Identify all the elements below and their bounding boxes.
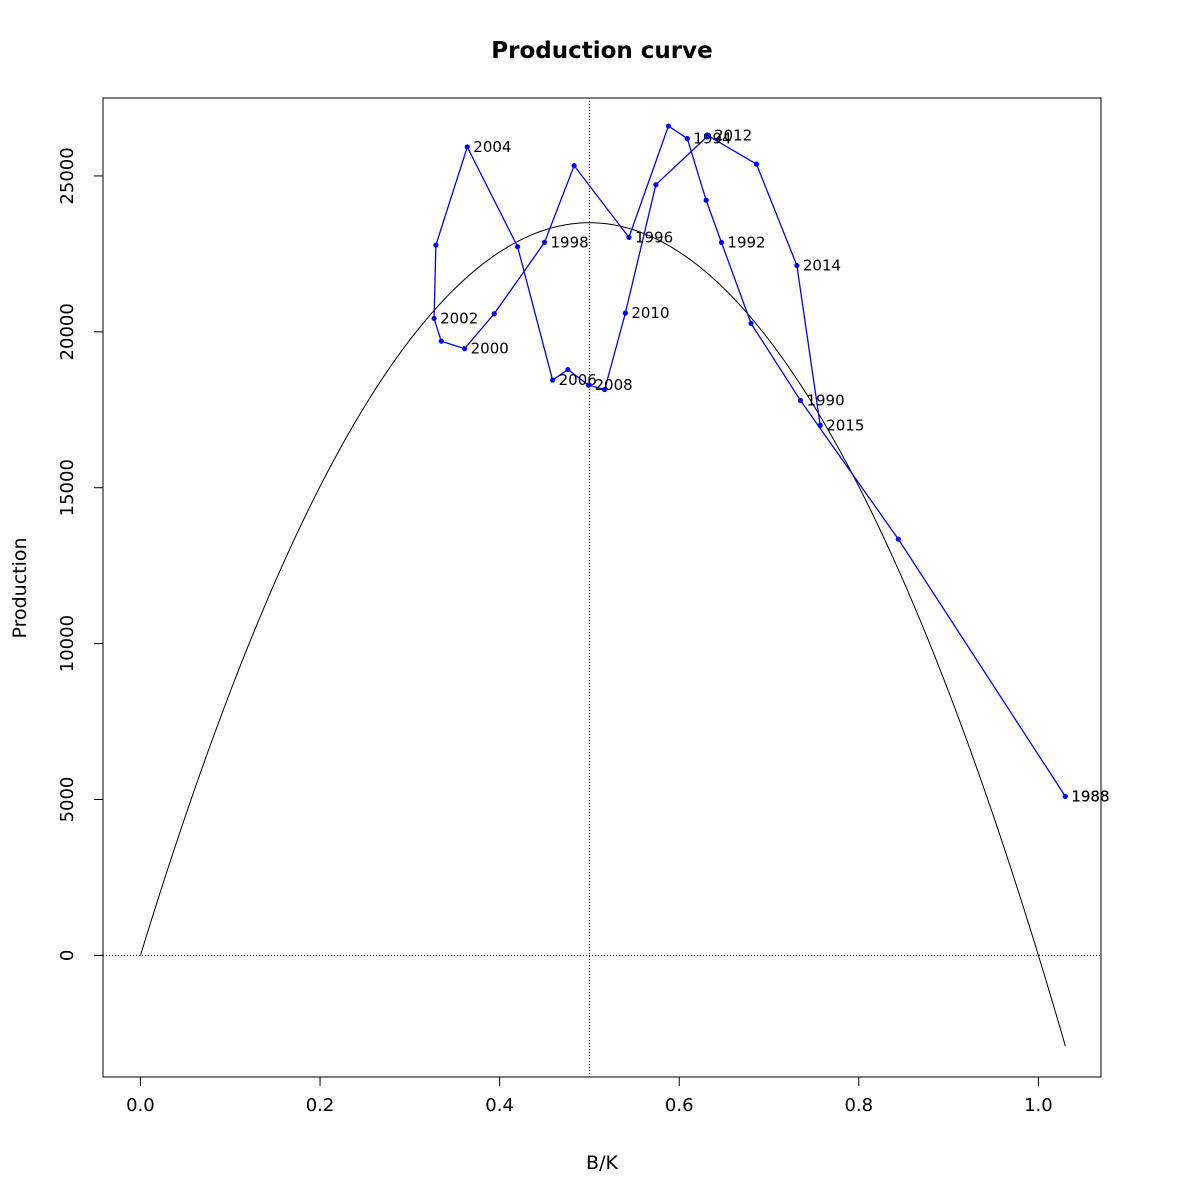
point-label: 1990 <box>806 391 844 409</box>
y-tick-label: 20000 <box>57 303 78 360</box>
point-label: 2008 <box>595 376 633 394</box>
point-label: 2002 <box>440 309 478 327</box>
chart-title: Production curve <box>491 38 712 64</box>
data-point <box>514 244 521 250</box>
point-label: 1988 <box>1071 787 1109 805</box>
y-tick-label: 25000 <box>57 147 78 204</box>
y-tick-label: 15000 <box>57 459 78 516</box>
data-point <box>438 338 444 344</box>
data-point <box>585 382 592 388</box>
point-label: 2006 <box>559 371 597 389</box>
data-point <box>653 182 659 188</box>
data-point <box>817 422 823 428</box>
x-tick-label: 0.0 <box>126 1095 155 1116</box>
y-tick-label: 5000 <box>57 777 78 823</box>
data-point <box>1062 793 1068 799</box>
data-point <box>684 135 690 142</box>
data-point <box>705 133 711 139</box>
point-label: 2015 <box>826 416 864 434</box>
data-point <box>462 346 468 352</box>
point-label: 2000 <box>471 340 509 358</box>
data-point <box>433 242 439 248</box>
production-curve <box>139 222 1066 1047</box>
data-point <box>541 239 548 245</box>
data-point <box>491 311 497 317</box>
data-point <box>464 144 470 150</box>
x-tick-label: 0.2 <box>306 1095 335 1116</box>
data-point <box>748 320 754 327</box>
plot-frame <box>102 97 1102 1078</box>
data-point <box>665 123 672 129</box>
data-point <box>602 386 608 393</box>
series-line <box>433 125 1066 797</box>
plot-area: 1988 1990 1992 1994 1996 1998 2000 2002 2004 2006… <box>103 98 1110 1077</box>
data-point <box>718 239 725 245</box>
data-point <box>797 397 804 404</box>
data-point <box>753 161 760 167</box>
data-point <box>571 163 577 169</box>
data-point <box>550 377 556 383</box>
point-label: 2004 <box>473 138 511 156</box>
point-label: 2014 <box>803 256 841 274</box>
x-tick-label: 0.6 <box>665 1095 694 1116</box>
data-point <box>431 315 437 322</box>
x-tick-label: 0.8 <box>844 1095 873 1116</box>
data-point <box>703 197 709 203</box>
y-axis-label: Production <box>9 537 31 638</box>
data-point <box>622 310 628 316</box>
x-tick-label: 0.4 <box>485 1095 514 1116</box>
axes: 0.0 0.2 0.4 0.6 0.8 1.0 0 5000 10000 15000 20000 25… <box>57 97 1102 1116</box>
x-tick-label: 1.0 <box>1024 1095 1053 1116</box>
data-point <box>895 536 901 542</box>
point-label: 1992 <box>727 233 765 251</box>
point-label: 2012 <box>714 127 752 145</box>
data-point <box>794 262 800 269</box>
point-label: 2010 <box>631 304 669 322</box>
point-label: 1994 <box>693 130 731 148</box>
point-label: 1996 <box>635 228 673 246</box>
point-label: 1988 <box>1071 787 1109 805</box>
y-tick-label: 10000 <box>57 615 78 672</box>
point-label: 1998 <box>551 233 589 251</box>
data-point <box>626 234 632 240</box>
y-tick-label: 0 <box>57 950 78 961</box>
data-point <box>565 366 571 373</box>
x-axis-label: B/K <box>586 1152 618 1174</box>
